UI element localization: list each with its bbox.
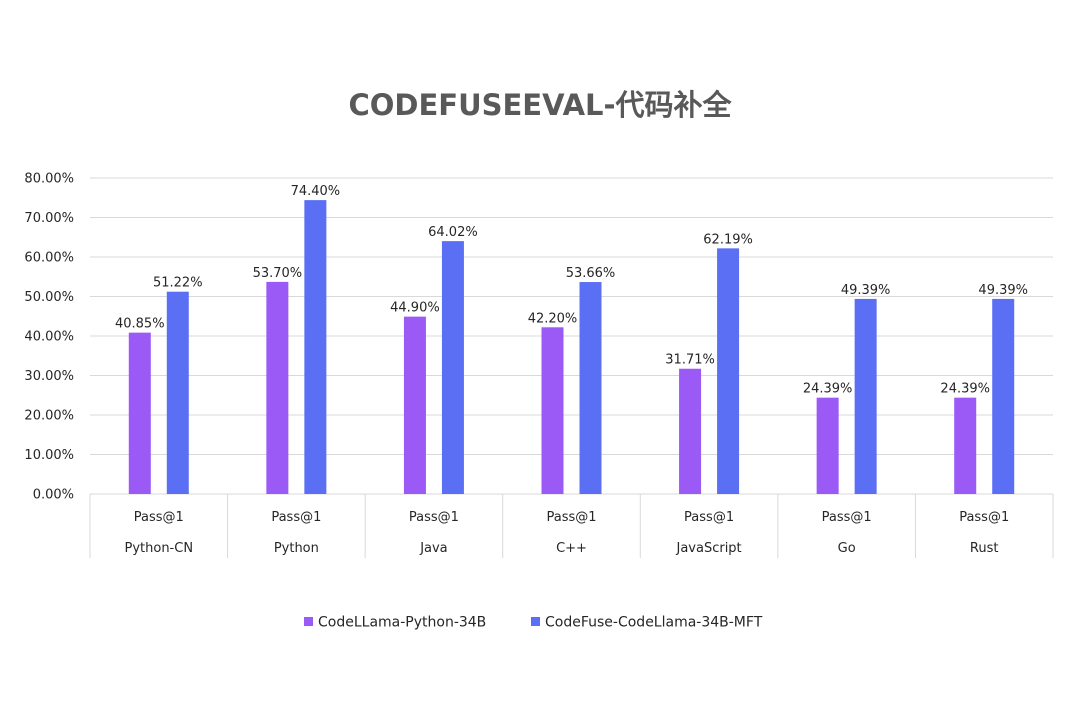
bar-codellama-python-1 — [266, 281, 289, 494]
x-tick-label-category: Python-CN — [125, 541, 194, 556]
chart-title: CODEFUSEEVAL-代码补全 — [348, 88, 732, 122]
data-label: 64.02% — [428, 225, 478, 240]
data-label: 40.85% — [115, 317, 165, 332]
y-axis-tick-labels: 0.00% 10.00% 20.00% 30.00% 40.00% 50.00% 60.00… — [24, 172, 74, 503]
x-tick-label-metric: Pass@1 — [822, 510, 872, 525]
y-tick-label: 20.00% — [24, 409, 74, 424]
data-label: 44.90% — [390, 301, 440, 316]
data-label: 24.39% — [803, 382, 853, 397]
legend-label: CodeLLama-Python-34B — [318, 615, 486, 631]
bar-codellama-python-3 — [541, 327, 564, 494]
x-tick-label-category: C++ — [556, 541, 587, 556]
legend-swatch — [531, 617, 540, 626]
data-label: 24.39% — [940, 382, 990, 397]
y-tick-label: 10.00% — [24, 448, 74, 463]
bar-codefuse-codellama-4 — [717, 248, 740, 494]
x-tick-label-category: Python — [274, 541, 319, 556]
y-tick-label: 0.00% — [33, 488, 74, 503]
bar-codefuse-codellama-3 — [579, 282, 602, 494]
x-tick-label-metric: Pass@1 — [271, 510, 321, 525]
x-axis: Pass@1 Python-CN Pass@1 Python Pass@1 Java Pas… — [89, 494, 1054, 558]
legend-swatch — [304, 617, 313, 626]
x-tick-label-category: Go — [838, 541, 856, 556]
bar-codellama-python-0 — [128, 332, 151, 494]
bar-codellama-python-6 — [954, 397, 977, 494]
bar-codellama-python-2 — [403, 316, 426, 494]
x-tick-label-metric: Pass@1 — [134, 510, 184, 525]
x-tick-label-category: Java — [419, 541, 447, 556]
x-tick-label-category: Rust — [970, 541, 999, 556]
legend: CodeLLama-Python-34B CodeFuse-CodeLlama-3… — [304, 615, 763, 631]
data-labels: 40.85% 51.22% 53.70% 74.40% 44.90% 64.02% 42.2… — [115, 184, 1028, 397]
data-label: 49.39% — [841, 283, 891, 298]
bar-codefuse-codellama-1 — [304, 200, 327, 494]
y-tick-label: 50.00% — [24, 290, 74, 305]
data-label: 74.40% — [291, 184, 341, 199]
legend-label: CodeFuse-CodeLlama-34B-MFT — [545, 615, 763, 631]
bar-codefuse-codellama-0 — [166, 291, 189, 494]
data-label: 51.22% — [153, 276, 203, 291]
data-label: 31.71% — [665, 353, 715, 368]
data-label: 42.20% — [528, 311, 578, 326]
gridlines — [90, 177, 1053, 495]
y-tick-label: 30.00% — [24, 369, 74, 384]
bar-codefuse-codellama-6 — [992, 298, 1015, 494]
bar-codellama-python-5 — [816, 397, 839, 494]
data-label: 49.39% — [978, 283, 1028, 298]
bar-codefuse-codellama-2 — [441, 241, 464, 494]
y-tick-label: 70.00% — [24, 211, 74, 226]
y-tick-label: 60.00% — [24, 251, 74, 266]
x-tick-label-metric: Pass@1 — [409, 510, 459, 525]
bar-codefuse-codellama-5 — [854, 298, 877, 494]
x-tick-label-category: JavaScript — [675, 541, 741, 556]
y-tick-label: 80.00% — [24, 172, 74, 187]
bars — [128, 200, 1015, 494]
x-tick-label-metric: Pass@1 — [684, 510, 734, 525]
x-tick-label-metric: Pass@1 — [959, 510, 1009, 525]
data-label: 62.19% — [703, 232, 753, 247]
bar-codellama-python-4 — [679, 368, 702, 494]
x-tick-label-metric: Pass@1 — [546, 510, 596, 525]
data-label: 53.70% — [253, 266, 303, 281]
data-label: 53.66% — [566, 266, 616, 281]
y-tick-label: 40.00% — [24, 330, 74, 345]
